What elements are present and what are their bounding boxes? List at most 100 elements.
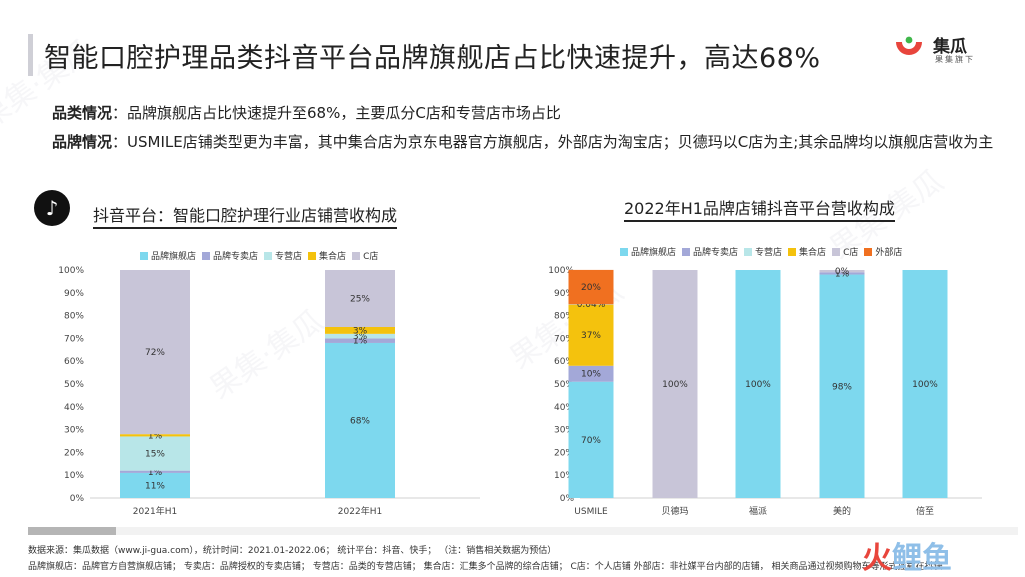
legend-label: 专营店 [275,252,303,262]
data-label: 1% [148,431,163,441]
x-tick-label: 贝德玛 [661,505,688,517]
y-tick-label: 90% [64,289,84,299]
bar-segment [568,381,614,498]
legend-swatch [264,251,273,260]
legend-item: 品牌旗舰店 [620,245,676,258]
bar-segment [325,342,395,498]
data-label: 100% [662,380,688,390]
y-tick-label: 70% [64,334,84,344]
left-chart-title: 抖音平台：智能口腔护理行业店铺营收构成 [93,202,398,229]
logo-name: 集瓜 [933,37,967,57]
data-label: 3% [353,332,368,342]
x-tick-label: 福派 [749,505,767,517]
legend-item: 品牌专卖店 [682,245,738,258]
y-tick-label: 0% [560,494,575,504]
category-label: 品类情况 [52,104,113,122]
legend-swatch [308,251,317,260]
legend-label: 品牌专卖店 [693,248,739,258]
legend-swatch [620,247,628,256]
douyin-icon: ♪ [34,190,70,226]
y-tick-label: 70% [554,334,574,344]
y-tick-label: 10% [554,471,574,481]
legend-item: C店 [832,245,858,258]
bar-segment [568,365,614,382]
y-tick-label: 0% [70,494,85,504]
data-label: 100% [912,380,938,390]
bar-segment [325,327,395,334]
brand-text: ：USMILE店铺类型更为丰富，其中集合店为京东电器官方旗舰店，外部店为淘宝店；… [112,133,994,151]
category-text: ：品牌旗舰店占比快速提升至68%，主要瓜分C店和专营店市场占比 [112,104,561,122]
y-tick-label: 50% [64,380,84,390]
legend-item: 专营店 [264,249,302,262]
legend-swatch [352,251,361,260]
legend-swatch [140,251,148,260]
legend-swatch [788,247,797,256]
bar-segment [819,274,865,498]
legend-label: 专营店 [755,248,783,258]
y-tick-label: 10% [64,471,84,481]
legend-swatch [744,247,753,256]
data-label: 1% [835,269,850,279]
legend-label: 外部店 [875,248,903,258]
category-info: 品类情况：品牌旗舰店占比快速提升至68%，主要瓜分C店和专营店市场占比 [52,99,1017,127]
jigua-logo-icon [896,36,922,55]
y-tick-label: 30% [64,426,84,436]
left-chart-legend: 品牌旗舰店 品牌专卖店 专营店 集合店 C店 [140,249,384,262]
legend-swatch [202,251,211,260]
y-tick-label: 80% [64,312,84,322]
title-accent-bar [28,34,33,76]
data-label: 0.04% [577,300,606,310]
y-tick-label: 60% [64,357,84,367]
horizontal-scrollbar[interactable] [28,527,1018,535]
legend-label: 品牌旗舰店 [631,248,677,258]
bar-segment [735,270,781,498]
bar-segment [325,270,395,327]
legend-label: C店 [363,252,379,262]
right-chart-legend: 品牌旗舰店 品牌专卖店 专营店 集合店 C店 外部店 [620,245,908,258]
bar-segment [325,338,395,343]
y-tick-label: 50% [554,380,574,390]
data-label: 1% [353,337,368,347]
data-label: 70% [581,436,601,446]
y-tick-label: 100% [58,266,84,276]
bar-segment [120,470,190,473]
legend-label: 集合店 [319,252,347,262]
y-tick-label: 40% [554,403,574,413]
legend-item: 集合店 [788,245,826,258]
data-label: 37% [581,331,601,341]
legend-label: C店 [843,248,859,258]
data-label: 1% [148,468,163,478]
y-tick-label: 30% [554,426,574,436]
legend-item: 品牌旗舰店 [140,249,196,262]
bar-segment [120,472,190,498]
bar-segment [568,269,614,305]
y-tick-label: 100% [548,266,574,276]
x-tick-label: 美的 [833,505,851,517]
legend-item: C店 [352,249,378,262]
legend-label: 品牌旗舰店 [151,252,197,262]
legend-swatch [864,247,873,256]
data-label: 0% [835,267,850,277]
y-tick-label: 90% [554,289,574,299]
right-stacked-bar-chart: 0% 10% 20% 30% 40% 50% 60% 70% 80% 90% 100% 70% 10% 3… [548,266,982,517]
logo-slogan: 果集旗下 [935,55,975,64]
bar-segment [120,434,190,437]
y-tick-label: 80% [554,312,574,322]
x-tick-label: 倍至 [916,505,934,517]
bar-segment [819,272,865,275]
data-source-note: 数据来源：集瓜数据（www.ji-gua.com），统计时间：2021.01-2… [28,546,557,556]
page-title: 智能口腔护理品类抖音平台品牌旗舰店占比快速提升，高达68% [44,43,821,74]
y-tick-label: 20% [64,448,84,458]
legend-item: 外部店 [864,245,902,258]
data-label: 3% [353,326,368,336]
legend-item: 集合店 [308,249,346,262]
bar-segment [652,270,698,498]
data-label: 15% [145,450,165,460]
legend-label: 品牌专卖店 [213,252,259,262]
bar-segment [120,436,190,471]
bar-segment [902,270,948,498]
scrollbar-thumb[interactable] [28,527,116,535]
x-tick-label: 2021年H1 [133,505,177,517]
y-tick-label: 20% [554,448,574,458]
data-label: 98% [832,382,852,392]
